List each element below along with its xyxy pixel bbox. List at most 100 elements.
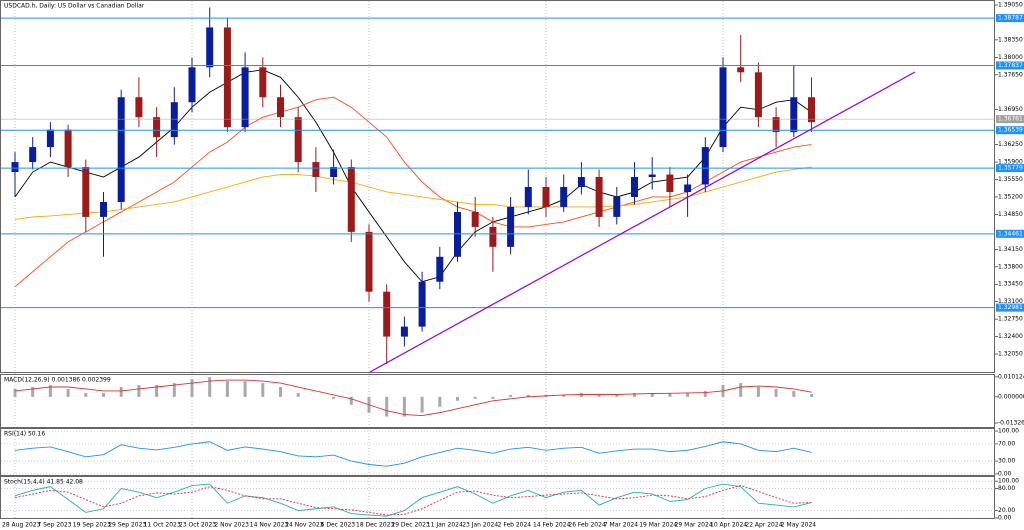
macd-bar: [650, 392, 654, 397]
y-tick-label: 20.00: [998, 507, 1015, 514]
x-tick-label: 14 Nov 2023: [250, 522, 289, 529]
indicator-line: [14, 96, 812, 288]
candle-body: [524, 186, 532, 207]
macd-bar: [597, 394, 601, 397]
macd-bar: [739, 383, 743, 397]
y-tick-label: 0.010124: [998, 373, 1024, 380]
x-tick-label: 22 Apr 2024: [745, 522, 782, 529]
candle-body: [117, 97, 125, 202]
macd-bar: [137, 385, 141, 397]
y-tick-label: 1.34150: [998, 246, 1023, 253]
candle-body: [471, 211, 479, 227]
indicator-line: [14, 483, 812, 517]
candle-body: [754, 72, 762, 118]
candle-body: [701, 147, 709, 185]
macd-bar: [756, 387, 760, 397]
macd-bar: [792, 390, 796, 397]
candle-body: [277, 97, 284, 118]
candle-body: [206, 27, 214, 68]
macd-bar: [402, 396, 406, 417]
y-tick-label: 1.34850: [998, 211, 1023, 218]
candle-body: [542, 186, 550, 207]
y-tick-label: 1.38350: [998, 36, 1023, 43]
x-tick-label: 11 Jan 2024: [427, 522, 463, 529]
x-tick-label: 19 Mar 2024: [639, 522, 677, 529]
x-tick-label: 14 Feb 2024: [533, 522, 571, 529]
candle-body: [719, 67, 727, 148]
macd-bar: [615, 394, 619, 397]
macd-bar: [155, 385, 159, 397]
level-label: 1.32981: [998, 304, 1023, 311]
macd-title: MACD(12,26,9) 0.001386 0.002399: [4, 377, 111, 384]
stoch-title: Stoch(15,4,4) 41.85 42.08: [4, 479, 83, 486]
y-tick-label: 1.36950: [998, 106, 1023, 113]
x-tick-label: 23 Oct 2023: [179, 522, 216, 529]
level-label-box: [996, 164, 1024, 173]
macd-bar: [562, 394, 566, 397]
level-label-box: [996, 61, 1024, 70]
candle-body: [631, 177, 638, 197]
x-tick-label: 19 Sep 2023: [73, 522, 111, 529]
macd-bar: [774, 388, 778, 397]
trendline: [369, 71, 916, 373]
macd-bar: [102, 392, 105, 397]
candle-body: [808, 97, 815, 123]
candle-body: [684, 184, 692, 192]
macd-bar: [66, 388, 70, 397]
macd-bar: [633, 392, 636, 397]
macd-bar: [190, 379, 194, 397]
candle-body: [29, 147, 37, 163]
macd-bar: [243, 381, 247, 397]
macd-bar: [438, 396, 442, 407]
macd-bar: [31, 387, 35, 397]
candle-body: [595, 177, 603, 217]
candle-body: [454, 211, 461, 257]
candle-body: [100, 201, 107, 217]
macd-bar: [509, 394, 513, 397]
indicator-line: [14, 379, 812, 417]
macd-bar: [686, 392, 690, 397]
candle-body: [223, 27, 231, 128]
current-price-label: 1.36761: [998, 116, 1023, 123]
candle-body: [365, 231, 373, 292]
level-label: 1.36539: [998, 127, 1023, 134]
macd-bar: [13, 388, 17, 397]
macd-bar: [208, 377, 212, 397]
macd-bar: [385, 396, 389, 417]
x-tick-label: 18 Dec 2023: [356, 522, 395, 529]
x-tick-label: 23 Jan 2024: [462, 522, 498, 529]
level-label-box: [996, 126, 1024, 135]
indicator-line: [14, 69, 812, 283]
candle-body: [666, 174, 674, 192]
level-label: 1.37837: [998, 62, 1023, 69]
level-label: 1.38787: [998, 15, 1023, 22]
candle-body: [170, 102, 178, 138]
y-tick-label: 1.39050: [998, 1, 1023, 8]
y-tick-label: 0.000000: [998, 393, 1024, 400]
x-tick-label: 28 Aug 2023: [2, 522, 41, 529]
macd-bar: [703, 390, 707, 397]
candle-body: [188, 67, 196, 103]
level-label-box: [996, 303, 1024, 312]
level-label: 1.35779: [998, 165, 1023, 172]
macd-bar: [172, 383, 176, 397]
x-tick-label: 29 Mar 2024: [675, 522, 713, 529]
candle-body: [241, 67, 249, 128]
y-tick-label: 1.38000: [998, 54, 1023, 61]
x-tick-label: 11 Oct 2023: [144, 522, 181, 529]
candle-body: [507, 206, 515, 247]
candle-body: [648, 174, 656, 178]
y-tick-label: 0.00: [998, 470, 1012, 477]
y-tick-label: 1.35200: [998, 193, 1023, 200]
y-tick-label: 1.35900: [998, 159, 1023, 166]
indicator-line: [14, 441, 812, 467]
candle-body: [560, 186, 568, 207]
candle-body: [436, 256, 444, 282]
indicator-line: [14, 166, 812, 220]
macd-bar: [456, 396, 459, 401]
x-tick-label: 2 May 2024: [781, 522, 816, 529]
y-tick-label: 100.00: [998, 428, 1019, 435]
macd-pane: [0, 374, 995, 428]
candle-body: [153, 117, 161, 138]
